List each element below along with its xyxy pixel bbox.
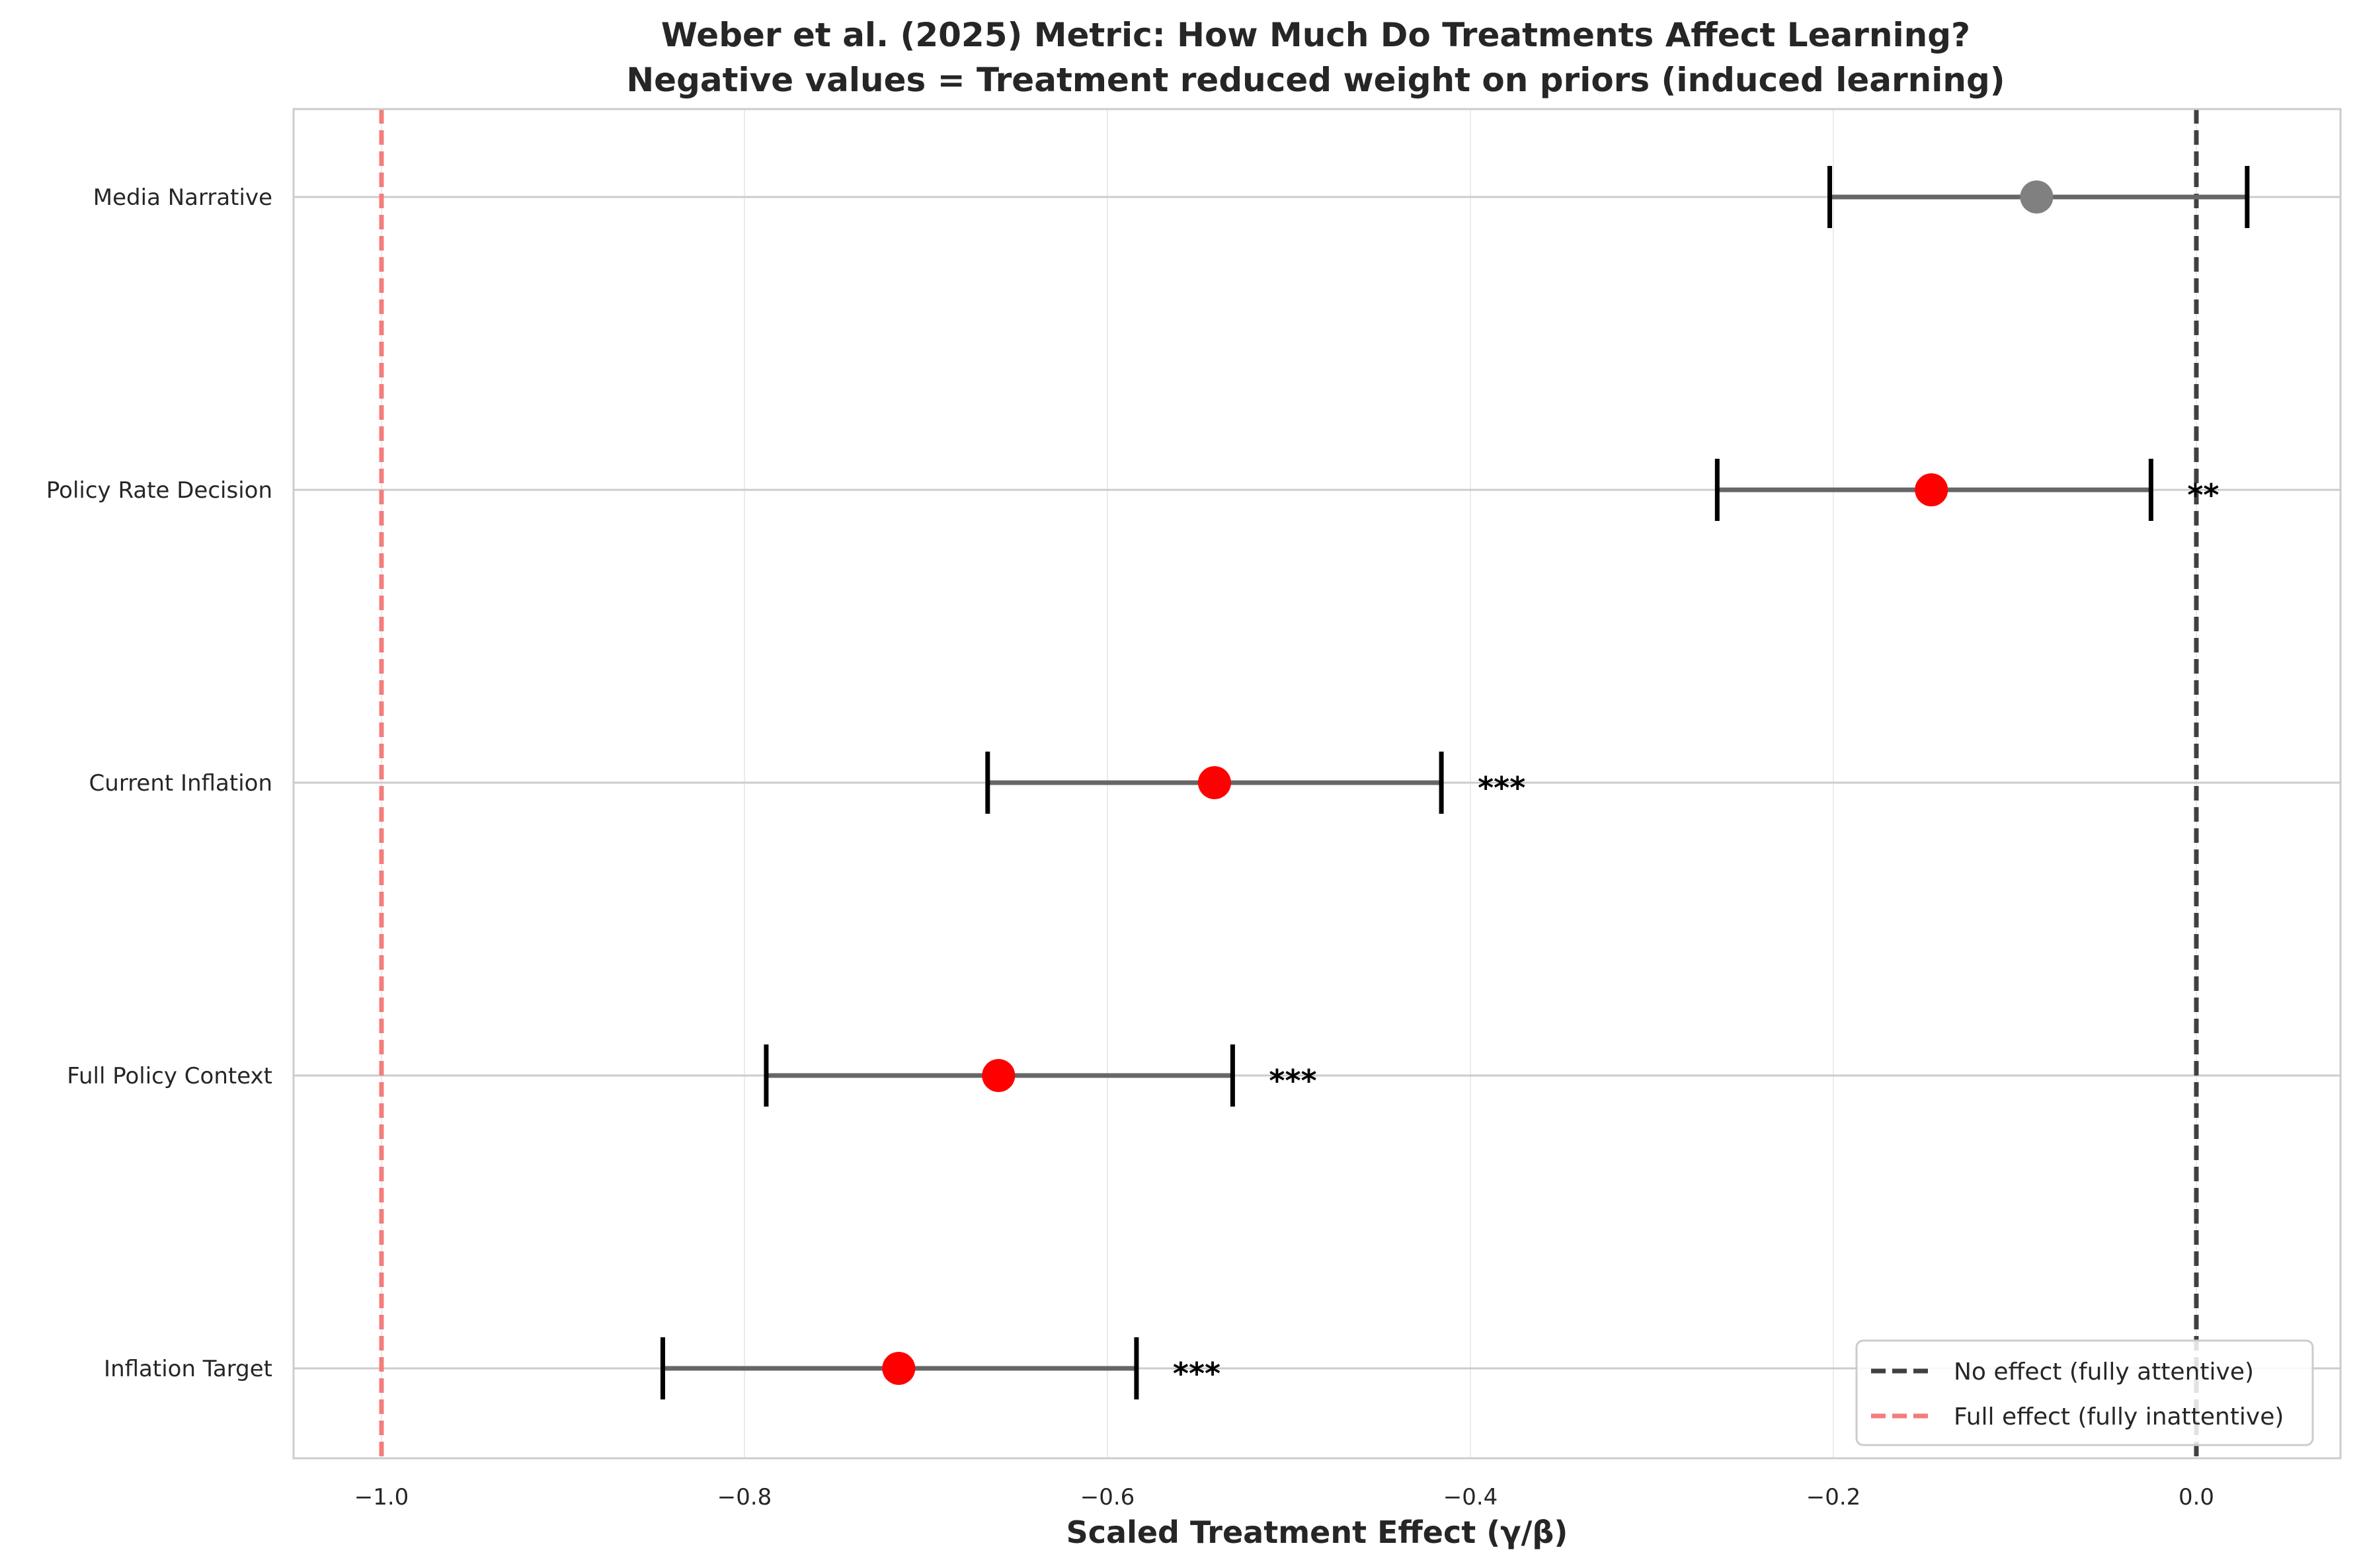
estimate-point (2020, 180, 2054, 214)
y-tick-label: Full Policy Context (67, 1063, 272, 1089)
chart-title-line2: Negative values = Treatment reduced weig… (626, 61, 2005, 99)
estimate-point (1915, 473, 1948, 506)
estimate-point (882, 1352, 916, 1385)
y-tick-label: Inflation Target (104, 1356, 272, 1382)
x-axis-label: Scaled Treatment Effect (γ/β) (1066, 1514, 1568, 1550)
significance-label: *** (1269, 1063, 1316, 1099)
significance-label: *** (1173, 1356, 1220, 1392)
chart-title: Weber et al. (2025) Metric: How Much Do … (626, 16, 2005, 99)
legend-box (1855, 1339, 2314, 1446)
legend-no-effect-label: No effect (fully attentive) (1954, 1358, 2254, 1386)
y-tick-label: Policy Rate Decision (46, 477, 272, 504)
x-tick-label: 0.0 (2179, 1484, 2214, 1510)
x-tick-label: −0.4 (1443, 1484, 1498, 1510)
significance-label: ** (2187, 477, 2219, 513)
legend: No effect (fully attentive) Full effect … (1855, 1339, 2314, 1446)
y-tick-label: Media Narrative (93, 184, 272, 211)
x-axis-ticks: −1.0 −0.8 −0.6 −0.4 −0.2 0.0 (354, 1484, 2214, 1510)
estimate-point (982, 1059, 1016, 1092)
reference-lines (379, 109, 2199, 1458)
x-tick-label: −1.0 (354, 1484, 409, 1510)
chart-title-line1: Weber et al. (2025) Metric: How Much Do … (661, 16, 1970, 54)
plot-frame (292, 108, 2342, 1460)
x-tick-label: −0.8 (717, 1484, 772, 1510)
y-tick-label: Current Inflation (89, 770, 272, 797)
y-axis-ticks: Media Narrative Policy Rate Decision Curre… (46, 184, 272, 1382)
x-tick-label: −0.6 (1080, 1484, 1135, 1510)
estimate-point (1197, 766, 1231, 799)
data-series: *********** (660, 166, 2250, 1399)
legend-full-effect-label: Full effect (fully inattentive) (1954, 1403, 2284, 1431)
significance-label: *** (1478, 770, 1525, 806)
x-tick-label: −0.2 (1806, 1484, 1861, 1510)
